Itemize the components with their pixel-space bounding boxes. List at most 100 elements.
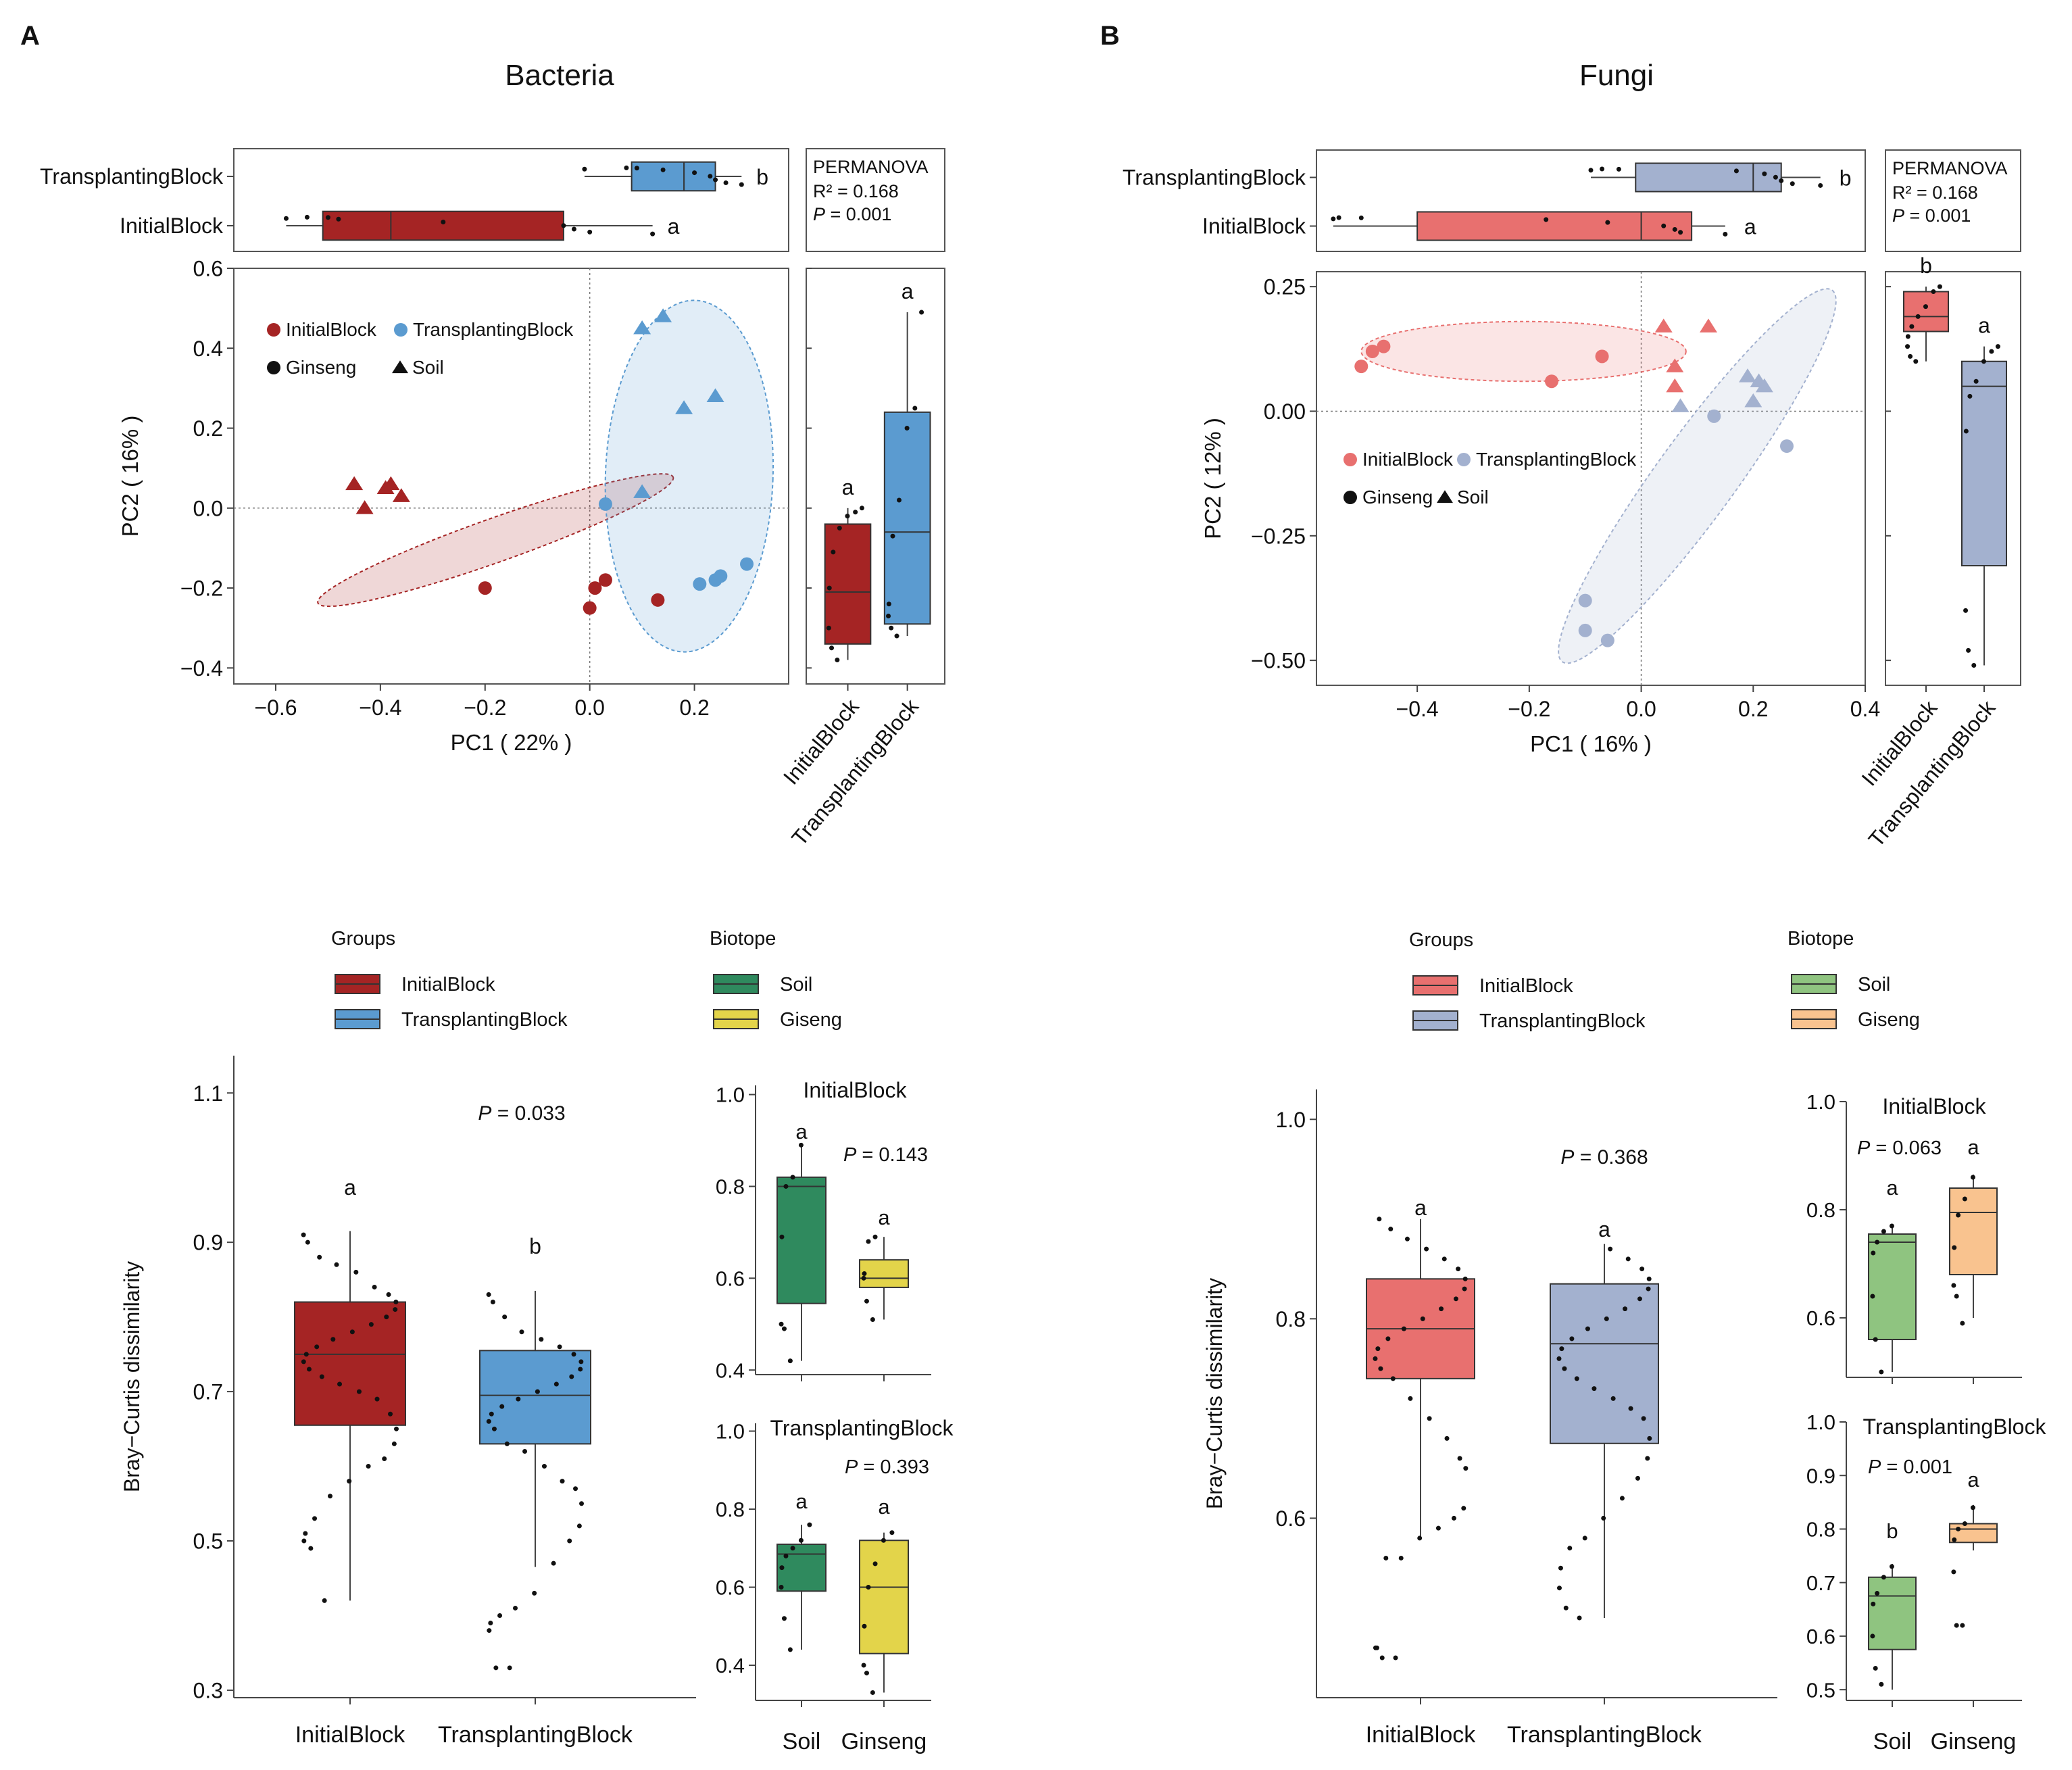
soil-sample-point [345, 476, 364, 491]
ginseng-sample-point [693, 577, 707, 591]
pc1-box-initial-box [322, 210, 564, 241]
sub-box-ginseng-point [1960, 1321, 1965, 1326]
legend-initial-label: InitialBlock [286, 319, 377, 340]
dissim-box-initial-point [334, 1262, 339, 1267]
pc2-boxplot-frame [806, 268, 945, 685]
panel-label: B [1100, 21, 1120, 51]
dissim-box-initial-point [1441, 1256, 1447, 1262]
pc2-box-initial-point [1909, 324, 1915, 329]
dissim-y-tick-label: 1.0 [1276, 1108, 1306, 1132]
ginseng-sample-point [1377, 339, 1391, 353]
significance-letter: a [795, 1120, 808, 1144]
permanova-frame [1885, 149, 2021, 252]
dissim-box-trans-point [1604, 1316, 1609, 1321]
sub-box-ginseng-point [870, 1690, 875, 1695]
dissim-box-trans-point [567, 1538, 572, 1544]
significance-letter: a [878, 1206, 890, 1229]
pc2-box-trans-point [886, 613, 891, 618]
p-value: = 0.393 [858, 1456, 929, 1478]
pc2-box-trans-point [1981, 359, 1986, 364]
sub-box-soil-box [1868, 1576, 1917, 1650]
pc1-box-initial-point [1723, 231, 1728, 237]
dissim-category-label: InitialBlock [295, 1722, 406, 1748]
dissim-box-trans-point [1608, 1246, 1613, 1252]
y-tick-label: 0.0 [193, 496, 223, 520]
sub-box-ginseng-box [1949, 1187, 1998, 1275]
groups-legend-title: Groups [1409, 929, 1473, 951]
x-tick-label: 0.2 [679, 695, 709, 720]
p-symbol: P [843, 1144, 857, 1166]
sub-y-tick-label: 0.8 [716, 1175, 745, 1199]
p-symbol: P [1868, 1456, 1881, 1478]
dissim-box-initial-point [327, 1494, 332, 1499]
legend-trans-swatch [394, 323, 408, 337]
sub-box-ginseng-point [1952, 1537, 1957, 1542]
dissim-y-tick-label: 0.7 [193, 1380, 223, 1404]
pc2-box-trans-point [890, 533, 895, 539]
sub-box-ginseng-point [862, 1623, 867, 1629]
p-symbol: P [478, 1102, 491, 1125]
dissim-box-initial-point [1385, 1336, 1391, 1342]
dissim-box-initial-point [386, 1292, 391, 1297]
pc1-box-initial-point [336, 216, 341, 222]
sub-box-ginseng-point [1954, 1294, 1959, 1299]
dissim-box-initial-point [1424, 1246, 1429, 1252]
x-axis-title: PC1 ( 16% ) [1530, 731, 1652, 756]
pc2-box-initial-point [837, 525, 842, 531]
legend-trans-swatch [1457, 453, 1471, 466]
significance-letter: a [1886, 1176, 1898, 1200]
legend-ginseng-swatch [1343, 491, 1357, 504]
sub-box-soil-point [779, 1585, 784, 1590]
significance-letter: a [1967, 1135, 1979, 1159]
dissim-box-initial-point [366, 1464, 371, 1469]
dissim-box-initial-point [312, 1516, 318, 1521]
pc1-box-trans-point [1600, 166, 1605, 172]
dissim-box-trans-point [507, 1665, 512, 1671]
dissim-box-trans-point [502, 1314, 508, 1320]
pc1-box-trans-point [1773, 174, 1778, 180]
p-value: = 0.143 [856, 1144, 928, 1166]
panel-title: Fungi [1579, 59, 1654, 92]
dissim-box-trans-point [1582, 1535, 1587, 1541]
x-tick-label: −0.4 [359, 695, 401, 720]
pc1-boxplot-frame [233, 148, 789, 252]
dissim-box-initial-point [1435, 1525, 1441, 1531]
pc2-box-trans-box [883, 411, 931, 625]
p-symbol: P [1857, 1137, 1871, 1159]
dissim-box-initial-point [368, 1322, 374, 1327]
dissim-box-initial-point [1393, 1655, 1398, 1661]
sub-y-tick-label: 0.4 [716, 1654, 745, 1677]
permanova-title: PERMANOVA [813, 157, 929, 177]
significance-letter: a [1967, 1468, 1979, 1492]
pc1-box-trans-point [708, 174, 713, 179]
dissim-box-initial-point [1379, 1655, 1385, 1661]
significance-letter: a [1744, 215, 1756, 239]
significance-letter: b [756, 165, 768, 189]
y-tick-label: −0.2 [180, 576, 223, 601]
pc1-box-initial-point [1336, 215, 1341, 220]
sub-box-soil-point [1870, 1633, 1875, 1639]
soil-sample-point [706, 388, 724, 403]
ginseng-sample-point [588, 581, 602, 595]
sub-box-ginseng-point [861, 1663, 866, 1668]
sub-y-tick-label: 0.6 [716, 1576, 745, 1600]
dissim-box-initial-point [393, 1300, 399, 1305]
groups-legend-title: Groups [331, 928, 395, 950]
pc2-box-trans-point [1989, 349, 1994, 354]
pc2-box-trans-point [886, 601, 891, 607]
ginseng-sample-point [1707, 409, 1721, 423]
pcoa-frame [1316, 271, 1866, 686]
dissim-box-trans-point [491, 1426, 497, 1431]
soil-sample-point [633, 320, 651, 335]
confidence-ellipse-initial [1360, 320, 1687, 383]
dissim-box-initial-point [1439, 1306, 1444, 1312]
p-value: = 0.033 [491, 1102, 565, 1125]
pc1-box-trans-point [660, 167, 666, 172]
ginseng-sample-point [1780, 439, 1794, 453]
significance-letter: a [878, 1495, 890, 1519]
pc2-box-initial-point [826, 625, 831, 631]
dissim-box-trans-point [497, 1613, 503, 1618]
dissim-box-trans-point [1556, 1356, 1562, 1361]
dissim-box-trans-point [1574, 1376, 1579, 1381]
sub-p-value: P = 0.143 [843, 1144, 928, 1166]
